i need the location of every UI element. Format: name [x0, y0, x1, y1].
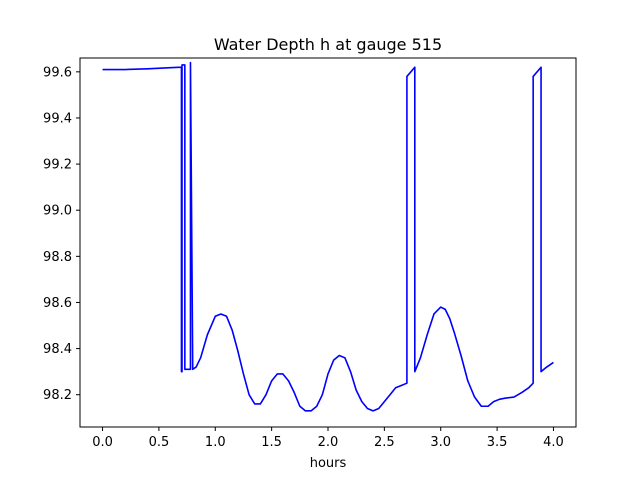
y-tick-label: 98.8 [43, 250, 72, 265]
plot-area [80, 58, 576, 427]
y-tick-label: 98.2 [43, 388, 72, 403]
x-axis: 0.0 0.5 1.0 1.5 2.0 2.5 3.0 3.5 4.0 [92, 427, 564, 450]
y-tick-label: 99.6 [43, 65, 72, 80]
x-tick-label: 4.0 [543, 435, 564, 450]
x-tick-label: 2.0 [318, 435, 339, 450]
y-tick-label: 99.4 [43, 111, 72, 126]
x-tick-label: 2.5 [374, 435, 395, 450]
x-tick-label: 3.5 [487, 435, 508, 450]
chart-title: Water Depth h at gauge 515 [214, 35, 442, 54]
x-tick-label: 0.0 [92, 435, 113, 450]
x-tick-label: 3.0 [430, 435, 451, 450]
x-tick-label: 1.0 [205, 435, 226, 450]
x-tick-label: 0.5 [149, 435, 170, 450]
series-line-0 [102, 61, 554, 412]
y-axis: 98.2 98.4 98.6 98.8 99.0 99.2 99.4 99.6 [43, 65, 80, 403]
series-layer [102, 61, 554, 412]
y-tick-label: 99.0 [43, 204, 72, 219]
x-tick-label: 1.5 [261, 435, 282, 450]
x-axis-label: hours [310, 456, 347, 471]
y-tick-label: 98.6 [43, 296, 72, 311]
y-tick-label: 99.2 [43, 158, 72, 173]
y-tick-label: 98.4 [43, 342, 72, 357]
